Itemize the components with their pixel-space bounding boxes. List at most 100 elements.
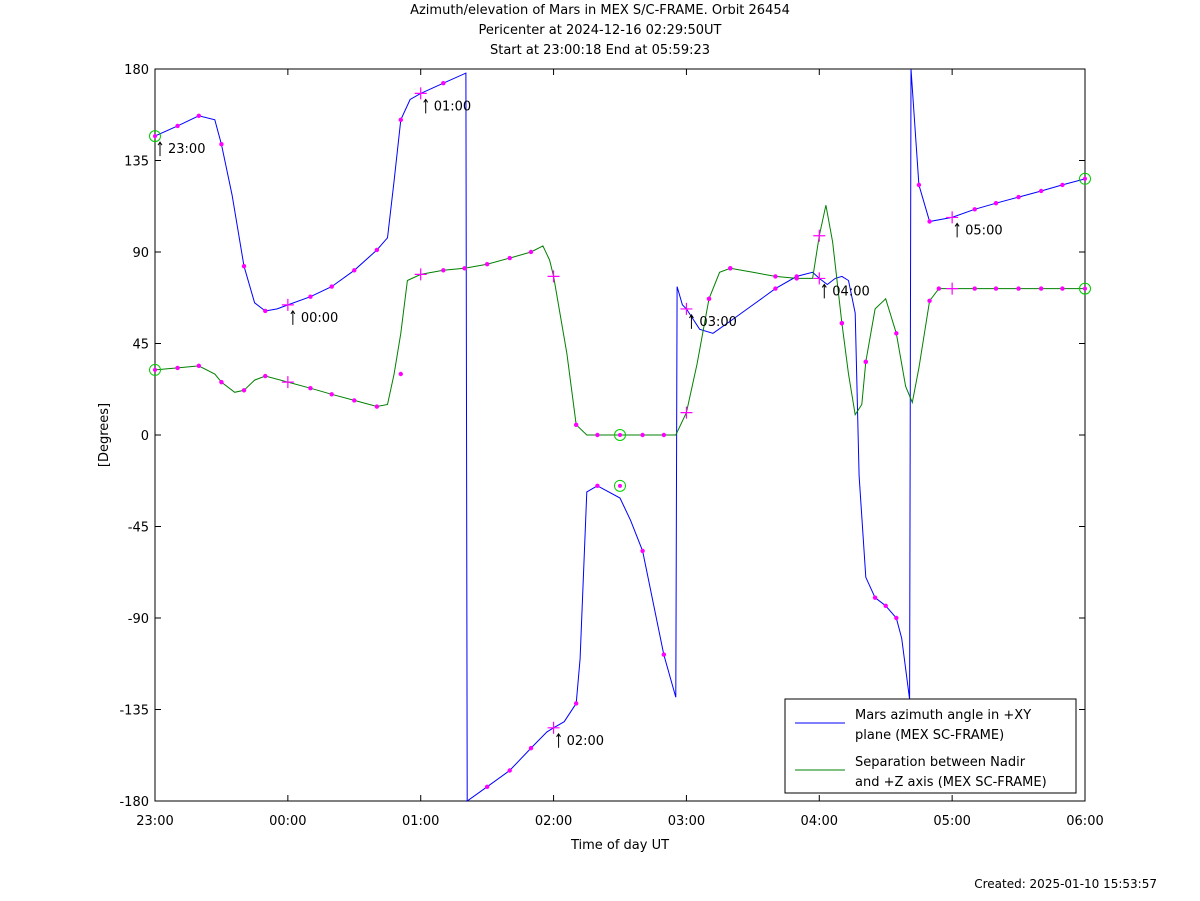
hour-cross-marker — [813, 229, 826, 242]
data-point-marker — [595, 483, 600, 489]
x-tick-label: 23:00 — [136, 814, 173, 829]
time-annotation-arrow — [689, 314, 694, 329]
data-point-marker — [241, 388, 247, 393]
event-circle-marker — [614, 429, 626, 441]
data-point-marker — [352, 268, 357, 273]
event-circle-marker — [149, 363, 161, 376]
y-tick-label: -90 — [128, 612, 149, 627]
data-point-marker — [1060, 286, 1065, 291]
event-circle-center — [618, 483, 622, 488]
data-point-marker — [863, 359, 868, 364]
data-point-marker — [263, 373, 268, 379]
y-axis-label: [Degrees] — [97, 403, 112, 467]
x-axis-label: Time of day UT — [570, 838, 669, 853]
hour-cross-marker — [946, 282, 959, 295]
chart-subtitle-start-end: Start at 23:00:18 End at 05:59:23 — [489, 43, 711, 58]
hour-cross-marker — [281, 376, 294, 389]
data-point-marker — [219, 379, 224, 385]
data-point-marker — [916, 182, 922, 188]
time-annotation-label: 00:00 — [301, 311, 338, 326]
data-point-marker — [728, 266, 733, 271]
data-point-marker — [175, 365, 180, 371]
data-point-marker — [661, 432, 667, 438]
hour-cross-marker — [680, 302, 693, 315]
event-circle-center — [153, 367, 157, 372]
time-annotation-label: 01:00 — [434, 99, 471, 114]
x-tick-label: 01:00 — [402, 814, 439, 829]
data-point-marker — [927, 219, 932, 224]
data-point-marker — [484, 262, 490, 267]
data-point-marker — [839, 320, 845, 326]
y-tick-label: 45 — [132, 338, 149, 353]
data-point-marker — [1038, 188, 1044, 194]
event-circle-center — [153, 134, 157, 139]
time-annotation-label: 04:00 — [832, 284, 869, 299]
chart-title: Azimuth/elevation of Mars in MEX S/C-FRA… — [410, 3, 790, 18]
data-point-marker — [993, 201, 999, 206]
data-point-marker — [374, 247, 380, 253]
data-point-marker — [308, 386, 313, 391]
data-point-marker — [773, 286, 778, 291]
chart-subtitle-pericenter: Pericenter at 2024-12-16 02:29:50UT — [478, 23, 722, 38]
data-point-marker — [507, 255, 512, 261]
y-tick-label: 180 — [124, 63, 149, 78]
data-point-marker — [507, 768, 512, 773]
time-annotation-label: 02:00 — [567, 734, 604, 749]
hour-cross-marker — [946, 211, 959, 224]
y-tick-label: 0 — [141, 429, 149, 444]
event-circle-center — [1083, 176, 1087, 181]
data-point-marker — [308, 294, 313, 299]
data-point-marker — [1016, 194, 1021, 200]
event-circle-center — [618, 433, 622, 437]
data-point-marker — [640, 432, 645, 438]
data-point-marker — [219, 142, 224, 147]
y-tick-label: -135 — [119, 704, 149, 719]
hour-cross-marker — [547, 270, 560, 283]
hour-cross-marker — [414, 87, 427, 100]
data-point-marker — [352, 398, 357, 403]
data-point-marker — [595, 432, 600, 438]
legend-label-line2: plane (MEX SC-FRAME) — [855, 728, 1004, 743]
hour-cross-marker — [547, 721, 560, 734]
data-point-marker — [484, 784, 490, 789]
hour-cross-marker — [281, 298, 294, 311]
data-point-marker — [872, 595, 878, 600]
y-tick-label: -45 — [128, 521, 149, 536]
event-circle-marker — [1079, 282, 1091, 295]
y-tick-label: 90 — [132, 246, 149, 261]
legend-label-line1: Mars azimuth angle in +XY — [855, 708, 1031, 723]
data-point-marker — [573, 701, 579, 706]
event-circle-marker — [1079, 172, 1091, 185]
x-tick-label: 06:00 — [1066, 814, 1103, 829]
hour-cross-marker — [813, 272, 826, 285]
x-tick-label: 00:00 — [269, 814, 306, 829]
data-point-marker — [661, 652, 667, 657]
event-circle-marker — [149, 130, 161, 143]
separation-series-line — [155, 205, 1085, 436]
time-annotation-label: 03:00 — [699, 315, 736, 330]
data-point-marker — [528, 745, 534, 751]
data-point-marker — [1016, 286, 1021, 291]
hour-cross-marker — [680, 406, 693, 419]
event-circle-center — [1083, 286, 1087, 291]
data-point-marker — [794, 276, 799, 281]
data-point-marker — [993, 286, 999, 291]
data-point-marker — [894, 331, 899, 336]
data-point-marker — [196, 363, 202, 369]
data-point-marker — [196, 113, 202, 118]
data-point-marker — [263, 308, 268, 314]
created-timestamp: Created: 2025-01-10 15:53:57 — [974, 877, 1157, 891]
legend-box — [784, 698, 1077, 794]
data-point-marker — [441, 81, 446, 86]
legend-label-line1: Separation between Nadir — [855, 755, 1026, 770]
data-point-marker — [706, 296, 712, 301]
data-point-marker — [1060, 182, 1065, 188]
data-point-marker — [972, 286, 977, 291]
x-tick-label: 03:00 — [668, 814, 705, 829]
time-annotation-label: 05:00 — [965, 223, 1002, 238]
data-point-marker — [241, 264, 247, 269]
data-point-marker — [329, 284, 334, 289]
data-point-marker — [462, 266, 467, 271]
data-point-marker — [175, 123, 180, 129]
